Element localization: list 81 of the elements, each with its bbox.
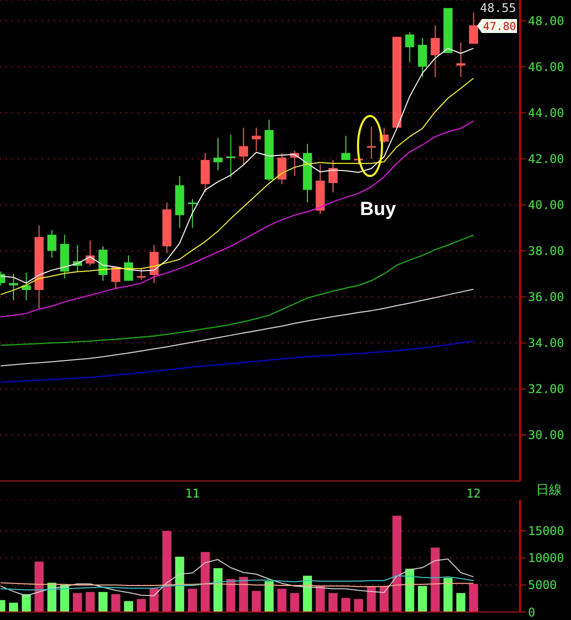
line-series bbox=[0, 234, 474, 346]
bar bbox=[214, 568, 222, 612]
bar bbox=[316, 586, 325, 612]
bar bbox=[252, 590, 261, 612]
candlestick bbox=[328, 159, 338, 193]
bar bbox=[264, 581, 274, 612]
bar bbox=[162, 530, 172, 612]
bar bbox=[60, 584, 70, 612]
bar bbox=[72, 593, 82, 612]
y-tick-label: 42.00 bbox=[528, 152, 564, 166]
text: 47.80 bbox=[483, 20, 516, 33]
line-series bbox=[0, 288, 474, 366]
candlestick bbox=[9, 273, 18, 301]
bar bbox=[392, 516, 402, 612]
bar bbox=[354, 599, 364, 612]
bar bbox=[239, 576, 248, 612]
bar bbox=[418, 586, 427, 612]
bar bbox=[9, 602, 18, 612]
bar bbox=[328, 593, 338, 612]
y-tick-label: 15000 bbox=[528, 524, 564, 538]
candlestick bbox=[418, 37, 427, 78]
line-series bbox=[0, 558, 474, 596]
line-series bbox=[0, 575, 474, 590]
candlestick bbox=[239, 127, 248, 166]
y-tick-label: 46.00 bbox=[528, 60, 564, 74]
x-tick-label: 11 bbox=[185, 486, 200, 501]
candlestick bbox=[277, 152, 286, 185]
y-tick-label: 30.00 bbox=[528, 428, 564, 442]
candlestick bbox=[469, 12, 478, 44]
candlestick bbox=[136, 268, 146, 280]
bar bbox=[124, 601, 134, 612]
candlestick bbox=[226, 134, 236, 178]
candlestick bbox=[150, 244, 159, 284]
bar bbox=[302, 576, 312, 612]
y-tick-label: 32.00 bbox=[528, 382, 564, 396]
bar bbox=[200, 552, 210, 612]
candlestick bbox=[341, 135, 350, 160]
bar bbox=[277, 588, 286, 612]
y-tick-label: 0 bbox=[528, 605, 536, 620]
line-series bbox=[0, 120, 474, 318]
y-tick-label: 34.00 bbox=[528, 336, 564, 350]
candlestick bbox=[188, 198, 197, 228]
line-series bbox=[0, 78, 474, 296]
y-tick-label: 10000 bbox=[528, 551, 564, 566]
bar bbox=[22, 594, 31, 612]
text: 日線 bbox=[536, 483, 562, 498]
y-tick-label: 36.00 bbox=[528, 290, 564, 304]
bar bbox=[380, 586, 389, 612]
bar bbox=[111, 594, 120, 612]
bar bbox=[430, 548, 440, 612]
candlestick bbox=[124, 254, 134, 282]
annotation: Buy bbox=[360, 199, 396, 220]
candlestick bbox=[47, 230, 56, 258]
bar bbox=[366, 586, 376, 612]
bar bbox=[150, 588, 159, 612]
x-tick-label: 12 bbox=[466, 486, 481, 501]
candlestick bbox=[430, 24, 440, 78]
y-tick-label: 40.00 bbox=[528, 198, 564, 212]
bar bbox=[444, 578, 453, 612]
bar bbox=[175, 556, 184, 612]
bar bbox=[86, 592, 95, 612]
candlestick bbox=[405, 32, 414, 63]
text: 48.55 bbox=[480, 1, 516, 15]
bar bbox=[188, 588, 197, 612]
bar bbox=[456, 593, 466, 612]
candlestick bbox=[214, 138, 222, 171]
bar bbox=[341, 598, 350, 612]
bar bbox=[405, 568, 414, 612]
bar bbox=[469, 584, 478, 612]
y-tick-label: 38.00 bbox=[528, 244, 564, 258]
candlestick bbox=[366, 126, 376, 160]
bar bbox=[290, 593, 300, 612]
line-series bbox=[0, 340, 474, 383]
y-tick-label: 48.00 bbox=[528, 14, 564, 28]
bar bbox=[136, 599, 146, 612]
y-tick-label: 5000 bbox=[528, 578, 557, 592]
line-series bbox=[0, 48, 474, 284]
bar bbox=[226, 578, 236, 612]
y-tick-label: 44.00 bbox=[528, 106, 564, 120]
bar bbox=[98, 592, 108, 612]
bar bbox=[34, 562, 44, 612]
